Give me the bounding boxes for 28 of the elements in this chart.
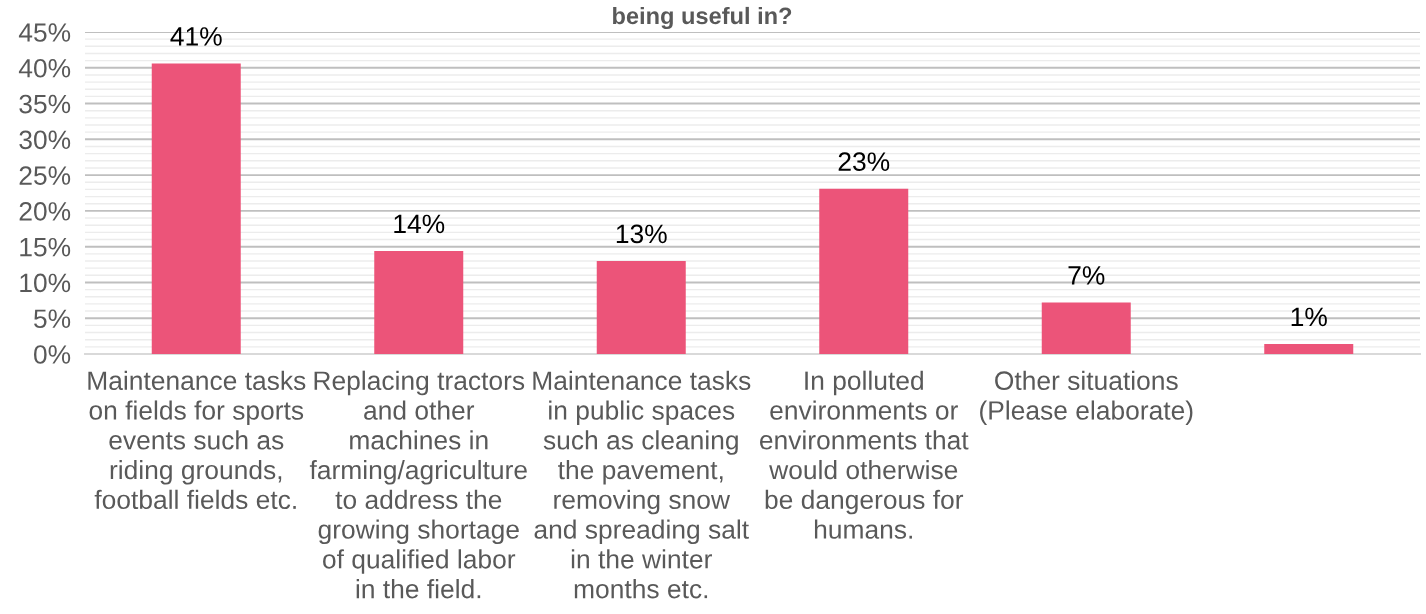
data-label: 23%	[838, 152, 890, 171]
bar	[819, 188, 909, 354]
y-tick-label: 5%	[34, 309, 71, 329]
y-tick-label: 15%	[20, 237, 71, 257]
y-tick-label: 20%	[19, 202, 71, 221]
y-tick-label: 25%	[19, 166, 71, 185]
y-tick-label: 10%	[20, 273, 71, 293]
data-label: 1%	[1291, 307, 1327, 327]
x-tick-label: Maintenance tasks in public spaces such as cleaning the pavement, removing snow and spreading salt in the winter months etc.	[533, 370, 751, 599]
x-tick-label: Other situations (Please elaborate)	[980, 370, 1193, 426]
data-label: 41%	[170, 27, 222, 46]
x-tick-label: In polluted environments or environments that would otherwise be dangerous for humans.	[760, 370, 969, 539]
y-tick-label: 35%	[19, 94, 71, 114]
chart-title: being useful in?	[613, 6, 792, 29]
bar	[151, 63, 241, 354]
bar	[1264, 343, 1354, 354]
data-label: 7%	[1068, 266, 1105, 285]
data-label: 13%	[616, 224, 667, 244]
x-tick-label: Replacing tractors and other machines in farming/agriculture to address the growing shortage of qualified labor in the field.	[309, 370, 527, 599]
bar	[374, 250, 464, 354]
y-tick-label: 45%	[18, 23, 71, 42]
bar	[596, 260, 686, 354]
x-tick-label: Maintenance tasks on fields for sports events such as riding grounds, football fields etc.	[88, 370, 306, 510]
y-tick-label: 40%	[18, 58, 71, 78]
y-tick-label: 0%	[34, 345, 71, 364]
y-tick-label: 30%	[19, 130, 71, 150]
data-label: 14%	[394, 214, 445, 234]
bar	[1041, 302, 1131, 354]
